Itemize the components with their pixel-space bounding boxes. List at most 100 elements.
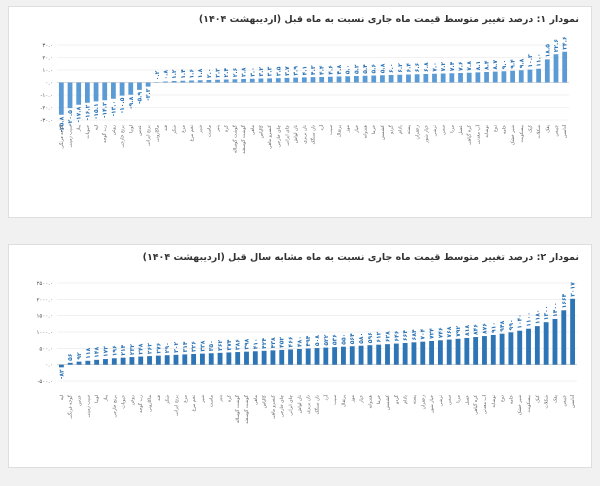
- category-label: کالباس: [262, 394, 268, 408]
- data-label: ۷۴۶: [437, 327, 444, 338]
- data-label: ۱.۴: [180, 69, 187, 79]
- data-label: ۵۲۲: [323, 334, 330, 345]
- bar: [241, 79, 246, 83]
- data-label: ۳.۷: [284, 66, 291, 76]
- bar: [402, 342, 408, 365]
- bar: [466, 72, 472, 83]
- data-label: ۱۳۰۰: [543, 306, 550, 321]
- data-label: -۱۴.۲: [102, 102, 109, 118]
- category-label: گوجه فرنگی: [58, 124, 65, 149]
- data-label: ۲۴.۶: [562, 36, 569, 50]
- data-label: ۸.۷: [492, 60, 499, 70]
- category-label: دوغ: [500, 395, 506, 402]
- bar: [180, 80, 186, 83]
- category-label: روغن: [130, 395, 135, 405]
- y-tick-label: ۲۰۰۰.۰: [36, 297, 53, 303]
- category-label: شیر: [201, 395, 206, 404]
- data-label: ۹.۸: [518, 58, 525, 68]
- category-label: زعفران: [416, 125, 421, 139]
- bar: [367, 345, 373, 365]
- bar: [217, 352, 223, 365]
- category-label: برنج خارجی: [121, 125, 126, 148]
- data-label: ۶.۶: [414, 62, 421, 72]
- data-label: ۱۹۶: [111, 345, 118, 356]
- data-label: -۵.۹: [136, 92, 143, 104]
- data-label: ۲۶۲: [147, 343, 154, 354]
- bar: [252, 351, 258, 365]
- category-label: پرتقال: [342, 394, 347, 407]
- category-label: روغن: [112, 125, 117, 135]
- data-label: ۴۶۶: [288, 336, 295, 347]
- bar: [543, 322, 549, 365]
- category-label: آدامس: [562, 124, 568, 138]
- category-label: لوبیا: [95, 395, 100, 403]
- category-label: نوشابه: [492, 395, 497, 408]
- data-label: ۹.۴: [510, 59, 517, 69]
- category-label: برنج خارجی: [113, 395, 118, 418]
- data-label: ۷.۰: [431, 62, 438, 72]
- bar: [385, 344, 390, 365]
- bar-chart-1: -۳۰.۰ -۲۰.۰ -۱۰.۰ ۰.۰ ۱۰.۰ ۲۰.۰ ۳۰.۰ -۲۵.۸گوجه …: [40, 36, 569, 154]
- bar: [354, 76, 359, 83]
- category-label: شکر: [172, 125, 178, 135]
- bar: [137, 82, 142, 90]
- data-label: ۷.۲: [440, 62, 447, 72]
- category-label: لپه: [60, 395, 65, 400]
- y-tick-label: ۱۰.۰: [42, 68, 53, 74]
- category-label: ترشی: [439, 394, 444, 406]
- bar: [93, 82, 99, 102]
- bar: [544, 59, 550, 83]
- data-label: -۱۳.۰: [110, 101, 117, 117]
- bar: [58, 364, 64, 368]
- category-label: شیر خشک: [510, 125, 516, 145]
- category-label: هندوانه: [364, 124, 369, 138]
- data-label: ۲۷۶: [155, 342, 162, 353]
- category-label: چیپس: [562, 395, 567, 407]
- bar: [499, 333, 505, 365]
- data-label: ۱۰.۳: [527, 54, 534, 68]
- y-tick-label: -۳۰.۰: [40, 118, 53, 124]
- data-label: ۳۵۰: [208, 340, 215, 351]
- bar: [279, 349, 285, 365]
- bar: [310, 77, 316, 83]
- bar: [336, 76, 342, 83]
- data-label: ۳۲۶: [191, 341, 198, 352]
- chart-card-1: نمودار ۱: درصد تغییر متوسط قیمت ماه جاری…: [8, 6, 592, 218]
- bar: [455, 338, 461, 365]
- data-label: ۰.۲: [154, 70, 161, 80]
- data-label: ۷.۸: [466, 61, 473, 71]
- category-label: خیار: [360, 395, 365, 404]
- data-label: ۱۷۲: [102, 346, 109, 357]
- data-label: ۶.۲: [397, 63, 404, 73]
- data-label: ۸.۴: [484, 60, 491, 70]
- bar: [388, 75, 394, 83]
- category-label: دوغ: [493, 125, 499, 132]
- data-label: ۱۱.۰: [536, 53, 543, 66]
- data-label: ۷۹۲: [455, 325, 462, 336]
- bar: [275, 78, 281, 83]
- category-label: نان لواش: [294, 125, 299, 143]
- chart-title-2: نمودار ۲: درصد تغییر متوسط قیمت ماه جاری…: [142, 252, 579, 263]
- bar: [67, 362, 73, 365]
- data-label: -۲۰.۵: [67, 110, 74, 126]
- category-label: خامه: [502, 125, 507, 134]
- category-label: کره گیاهی: [472, 394, 479, 415]
- data-label: ۲.۰: [206, 68, 213, 78]
- data-label: ۳۰۲: [173, 341, 180, 352]
- bar: [323, 347, 329, 365]
- chart-card-2: نمودار ۲: درصد تغییر متوسط قیمت ماه جاری…: [8, 244, 592, 468]
- data-label: ۴.۴: [319, 65, 326, 75]
- bar: [420, 341, 426, 365]
- bar: [119, 82, 125, 96]
- category-label: پنیر: [219, 394, 224, 402]
- category-label: نان بربری: [303, 125, 308, 144]
- bar: [191, 354, 197, 365]
- data-label: ۲۴۸: [138, 343, 145, 354]
- data-label: ۲.۲: [215, 68, 222, 78]
- category-label: سیب زمینی: [86, 395, 91, 418]
- bar: [138, 356, 144, 365]
- category-label: پیاز: [77, 124, 82, 132]
- bar: [261, 350, 267, 365]
- data-label: ۱۸.۵: [544, 44, 551, 58]
- category-label: ماکارونی: [147, 394, 153, 412]
